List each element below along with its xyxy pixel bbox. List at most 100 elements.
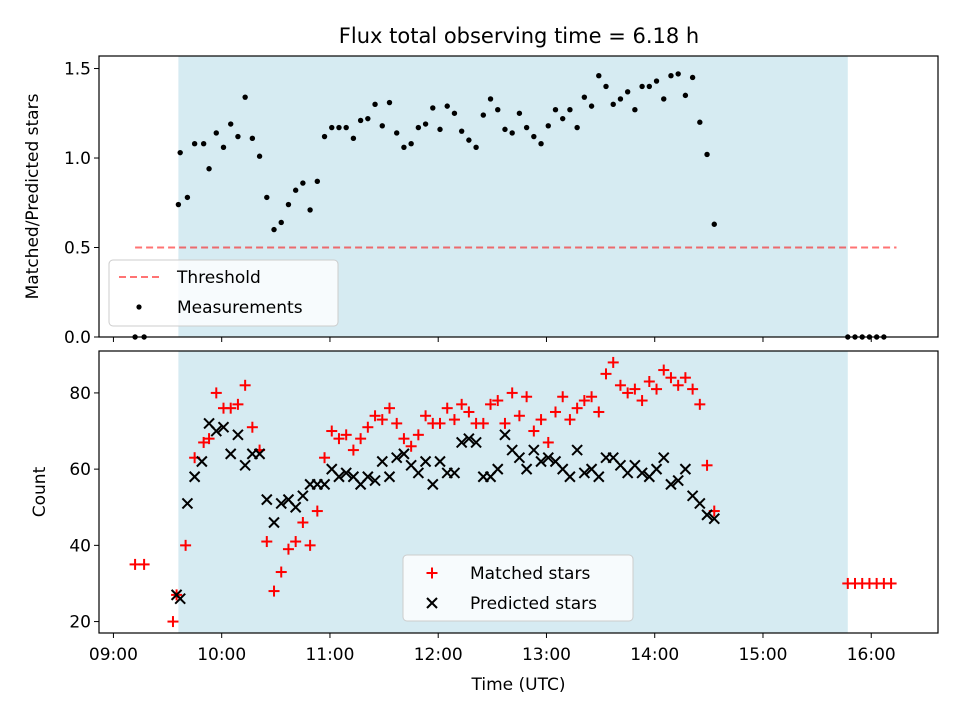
measurement-point (379, 123, 385, 129)
x-tick-label: 15:00 (738, 645, 787, 665)
measurement-point (704, 151, 710, 158)
predicted-star-point (412, 467, 425, 479)
matched-star-point (412, 429, 424, 441)
measurement-point (610, 101, 616, 108)
predicted-star-point (499, 429, 511, 441)
predicted-star-point (289, 501, 302, 513)
matched-star-point (268, 585, 280, 597)
matched-star-point (405, 440, 417, 452)
legend-measurement-swatch (136, 304, 142, 310)
matched-star-point (275, 566, 287, 578)
matched-star-point (441, 402, 453, 414)
bottom-axes-frame (98, 350, 939, 634)
predicted-star-point (694, 497, 706, 510)
matched-star-point (232, 398, 244, 410)
x-tick-label: 14:00 (630, 645, 679, 665)
predicted-star-point (463, 432, 475, 445)
measurement-point (675, 71, 681, 77)
predicted-star-point (672, 474, 684, 487)
predicted-stars-points (170, 417, 720, 605)
measurement-point (200, 141, 207, 147)
y-tick-label: 0.0 (64, 328, 91, 348)
legend-matched-label: Matched stars (470, 564, 590, 584)
matched-star-point (564, 414, 576, 426)
predicted-star-point (679, 463, 692, 475)
matched-star-point (679, 372, 691, 384)
measurement-point (639, 83, 645, 90)
matched-star-point (614, 379, 626, 391)
legend-measurements-label: Measurements (177, 298, 303, 318)
predicted-star-point (297, 490, 309, 502)
y-tick-label: 20 (69, 613, 91, 633)
predicted-star-point (239, 459, 251, 472)
measurement-point (206, 166, 212, 172)
measurement-point (329, 124, 335, 131)
measurement-point (653, 78, 660, 84)
matched-star-point (549, 406, 561, 418)
bottom-x-ticks: 09:00 10:00 11:00 12:00 13:00 14:00 15:00 16:00 (89, 633, 896, 665)
measurement-point (661, 96, 667, 102)
matched-star-point (304, 539, 316, 551)
legend-predicted-label: Predicted stars (470, 594, 597, 614)
matched-star-point (658, 364, 670, 376)
matched-star-point (362, 421, 374, 433)
measurement-point (415, 124, 422, 131)
measurement-point (567, 106, 573, 113)
predicted-star-point (650, 463, 663, 475)
matched-star-point (651, 383, 663, 395)
measurement-point (372, 101, 378, 108)
measurement-point (175, 201, 182, 208)
legend-matched-swatch (426, 567, 438, 579)
predicted-star-point (225, 448, 237, 460)
matched-star-point (643, 375, 655, 387)
predicted-star-point (593, 471, 605, 483)
measurement-point (545, 123, 551, 129)
measurement-point (668, 72, 674, 79)
matched-star-point (340, 429, 352, 441)
matched-star-point (290, 536, 302, 548)
measurement-point (408, 141, 414, 147)
matched-star-point (463, 406, 475, 418)
predicted-star-point (210, 425, 222, 437)
predicted-star-point (535, 455, 547, 468)
matched-star-point (885, 577, 897, 589)
ratio-panel: 0.0 0.5 1.0 1.5 Matched/Predicted stars Thr… (23, 55, 939, 348)
measurement-point (458, 128, 465, 134)
measurement-point (401, 144, 407, 150)
measurement-point (264, 194, 270, 201)
top-legend: Threshold Measurements (108, 259, 339, 327)
measurement-point (213, 130, 219, 136)
predicted-star-point (419, 455, 432, 468)
y-tick-label: 1.5 (64, 60, 91, 80)
measurement-point (249, 135, 256, 142)
count-panel: 20 40 60 80 09:00 10:00 11:00 12:00 13:00 14:00 1… (30, 350, 939, 695)
matched-star-point (636, 395, 648, 407)
matched-star-point (513, 410, 525, 422)
matched-star-point (239, 379, 251, 391)
matched-star-point (665, 372, 677, 384)
measurement-point (480, 112, 487, 118)
predicted-star-point (701, 509, 713, 521)
predicted-star-point (340, 467, 352, 479)
top-y-axis-label: Matched/Predicted stars (23, 93, 43, 299)
predicted-star-point (542, 451, 554, 464)
measurement-point (697, 119, 703, 125)
measurement-point (278, 219, 284, 226)
measurement-point (711, 221, 717, 227)
matched-star-point (282, 543, 294, 555)
matched-star-point (506, 387, 518, 399)
predicted-star-point (564, 471, 576, 483)
top-axes-frame (98, 55, 939, 338)
predicted-star-point (196, 455, 208, 468)
predicted-star-point (369, 474, 381, 487)
matched-star-point (542, 436, 554, 448)
bottom-y-axis-label: Count (30, 466, 50, 517)
x-tick-label: 12:00 (414, 645, 463, 665)
measurement-point (228, 121, 234, 127)
matched-star-point (622, 387, 634, 399)
predicted-star-point (318, 478, 331, 491)
matched-star-point (456, 398, 468, 410)
measurement-point (487, 96, 494, 102)
measurement-point (596, 72, 602, 79)
